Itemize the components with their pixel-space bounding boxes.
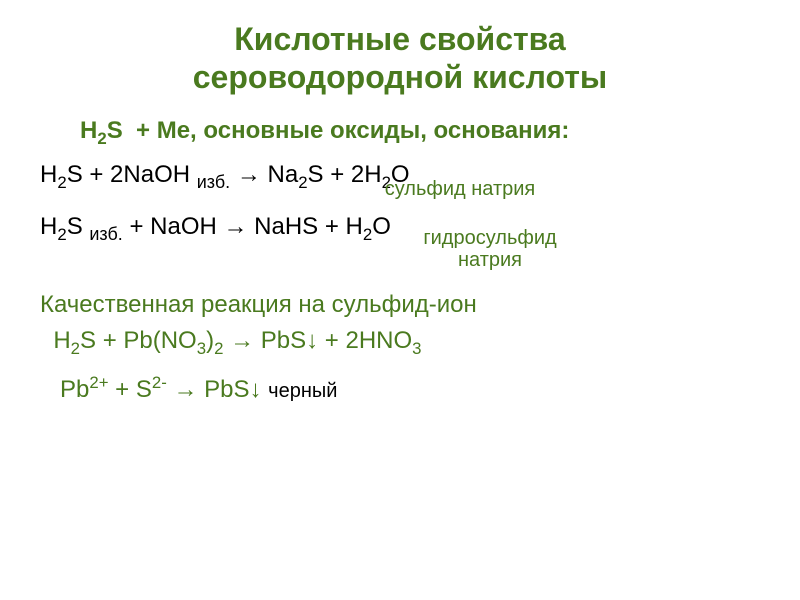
eq4-black-label: черный xyxy=(268,380,337,402)
subtitle-text: H2S + Me, основные оксиды, основания: xyxy=(80,117,569,144)
subtitle: H2S + Me, основные оксиды, основания: xyxy=(80,117,760,149)
annot2-line2: натрия xyxy=(458,249,522,271)
title-line1: Кислотные свойства xyxy=(234,21,565,57)
slide-title: Кислотные свойства сероводородной кислот… xyxy=(40,20,760,97)
annot2-line1: гидросульфид xyxy=(423,227,556,249)
equation-3: H2S + Pb(NO3)2 → PbS↓ + 2HNO3 xyxy=(40,327,760,359)
annotation-2: гидросульфид натрия xyxy=(220,227,760,271)
equation-4: Pb2+ + S2- → PbS↓ черный xyxy=(40,373,760,404)
section-label: Качественная реакция на сульфид-ион xyxy=(40,291,760,319)
section-text: Качественная реакция на сульфид-ион xyxy=(40,291,477,318)
annotation-1: сульфид натрия xyxy=(160,178,760,201)
title-line2: сероводородной кислоты xyxy=(193,59,607,95)
annot1-text: сульфид натрия xyxy=(385,178,536,200)
